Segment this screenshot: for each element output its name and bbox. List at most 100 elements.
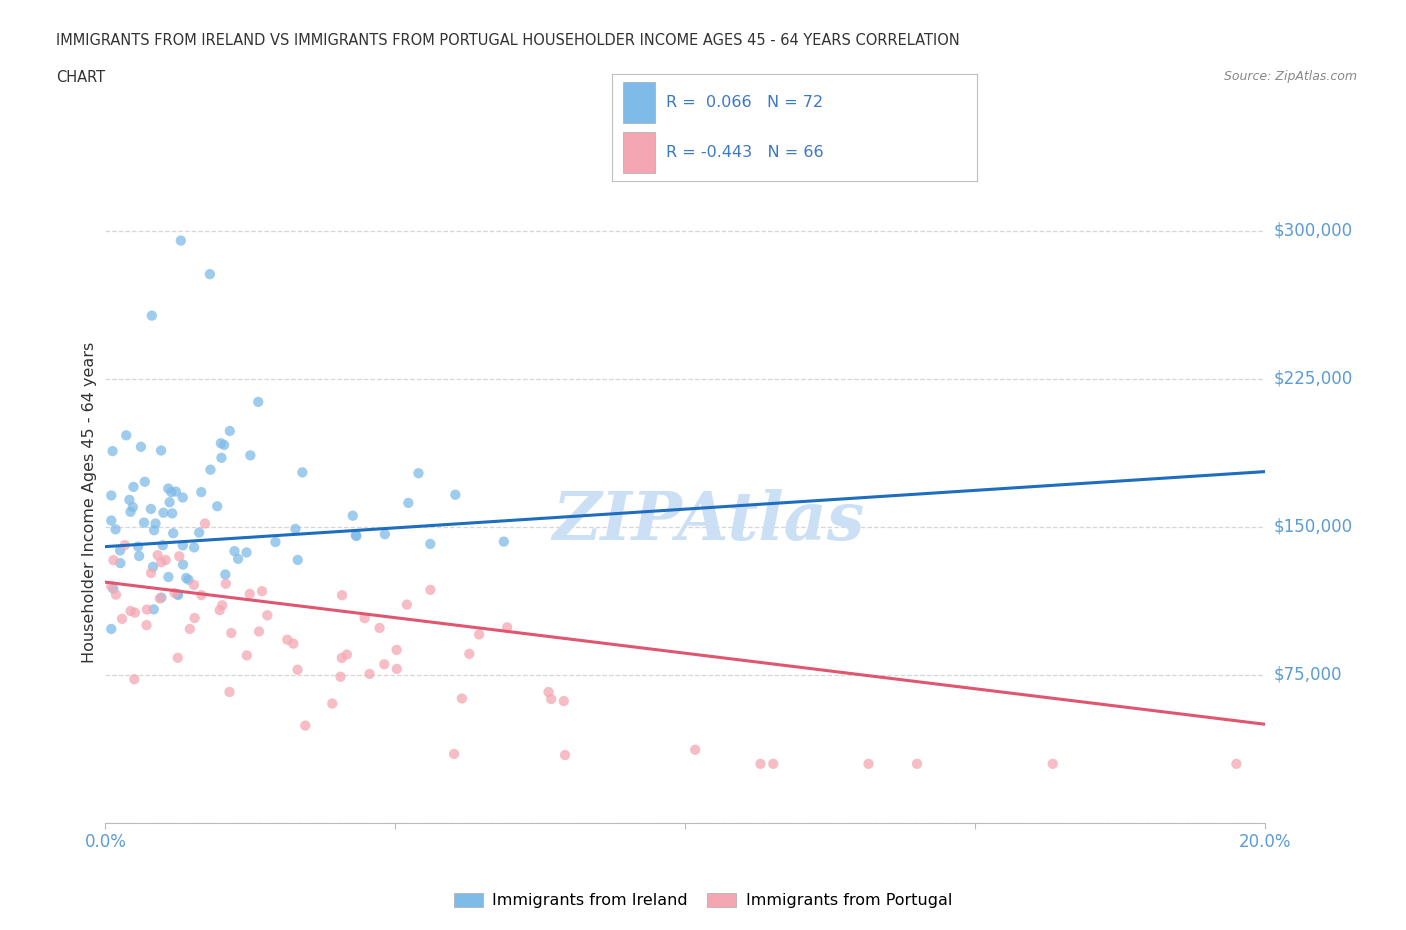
- Point: [330, 650, 353, 665]
- Point: [169, 549, 191, 564]
- Point: [114, 538, 136, 552]
- Text: $150,000: $150,000: [1274, 518, 1353, 536]
- Point: [142, 602, 165, 617]
- Point: [152, 505, 174, 520]
- Point: [104, 522, 127, 537]
- Text: Source: ZipAtlas.com: Source: ZipAtlas.com: [1223, 70, 1357, 83]
- Text: $225,000: $225,000: [1274, 370, 1353, 388]
- Point: [211, 450, 233, 465]
- Point: [120, 504, 142, 519]
- Point: [284, 522, 307, 537]
- Point: [373, 657, 395, 671]
- Point: [100, 513, 122, 528]
- Point: [177, 572, 200, 587]
- Point: [115, 428, 138, 443]
- Point: [149, 591, 172, 606]
- Point: [385, 643, 408, 658]
- Point: [150, 443, 173, 458]
- Point: [166, 587, 188, 602]
- Point: [183, 578, 205, 592]
- Point: [165, 485, 187, 499]
- Text: R =  0.066   N = 72: R = 0.066 N = 72: [666, 95, 824, 110]
- Legend: Immigrants from Ireland, Immigrants from Portugal: Immigrants from Ireland, Immigrants from…: [447, 886, 959, 914]
- Point: [105, 587, 128, 602]
- Point: [236, 648, 259, 663]
- Point: [167, 588, 190, 603]
- Text: R = -0.443   N = 66: R = -0.443 N = 66: [666, 145, 824, 160]
- Point: [905, 756, 928, 771]
- Point: [276, 632, 298, 647]
- Point: [683, 742, 706, 757]
- Text: $75,000: $75,000: [1274, 666, 1343, 684]
- Point: [150, 555, 173, 570]
- Point: [329, 670, 352, 684]
- Point: [344, 528, 367, 543]
- Point: [443, 747, 465, 762]
- Point: [496, 620, 519, 635]
- Point: [256, 608, 278, 623]
- Point: [200, 462, 222, 477]
- Point: [170, 233, 193, 248]
- Y-axis label: Householder Income Ages 45 - 64 years: Householder Income Ages 45 - 64 years: [82, 341, 97, 663]
- Point: [129, 439, 152, 454]
- Point: [353, 611, 375, 626]
- Point: [330, 588, 353, 603]
- Point: [408, 466, 430, 481]
- Point: [172, 490, 194, 505]
- Point: [336, 647, 359, 662]
- Point: [139, 501, 162, 516]
- Point: [183, 611, 205, 626]
- Point: [287, 552, 309, 567]
- Point: [188, 525, 211, 540]
- Point: [190, 485, 212, 499]
- Point: [146, 548, 169, 563]
- Point: [141, 308, 163, 323]
- Point: [283, 636, 305, 651]
- Point: [124, 605, 146, 620]
- Point: [120, 604, 142, 618]
- Bar: [623, 82, 655, 123]
- Point: [100, 488, 122, 503]
- Point: [218, 684, 240, 699]
- Text: $300,000: $300,000: [1274, 221, 1353, 240]
- Point: [159, 495, 181, 510]
- Point: [143, 523, 166, 538]
- Point: [103, 581, 125, 596]
- Point: [127, 539, 149, 554]
- Point: [321, 697, 343, 711]
- Point: [395, 597, 418, 612]
- Point: [468, 627, 491, 642]
- Point: [239, 587, 262, 602]
- Point: [218, 423, 240, 438]
- Point: [103, 552, 125, 567]
- Point: [155, 552, 177, 567]
- Text: CHART: CHART: [56, 70, 105, 85]
- Point: [224, 544, 246, 559]
- Point: [172, 557, 194, 572]
- Point: [122, 480, 145, 495]
- Point: [145, 516, 167, 531]
- Point: [134, 474, 156, 489]
- Point: [163, 586, 186, 601]
- Point: [128, 549, 150, 564]
- Point: [160, 506, 183, 521]
- Point: [190, 588, 212, 603]
- Text: IMMIGRANTS FROM IRELAND VS IMMIGRANTS FROM PORTUGAL HOUSEHOLDER INCOME AGES 45 -: IMMIGRANTS FROM IRELAND VS IMMIGRANTS FR…: [56, 33, 960, 47]
- Point: [194, 516, 217, 531]
- Point: [166, 650, 188, 665]
- Point: [540, 692, 562, 707]
- Point: [537, 684, 560, 699]
- Point: [385, 661, 408, 676]
- Point: [419, 582, 441, 597]
- Point: [492, 534, 515, 549]
- Point: [214, 567, 236, 582]
- Point: [111, 611, 134, 626]
- Point: [226, 551, 249, 566]
- Point: [172, 538, 194, 552]
- Point: [858, 756, 880, 771]
- Point: [110, 555, 132, 570]
- Point: [419, 537, 441, 551]
- Point: [264, 535, 287, 550]
- Point: [209, 436, 232, 451]
- Point: [374, 526, 396, 541]
